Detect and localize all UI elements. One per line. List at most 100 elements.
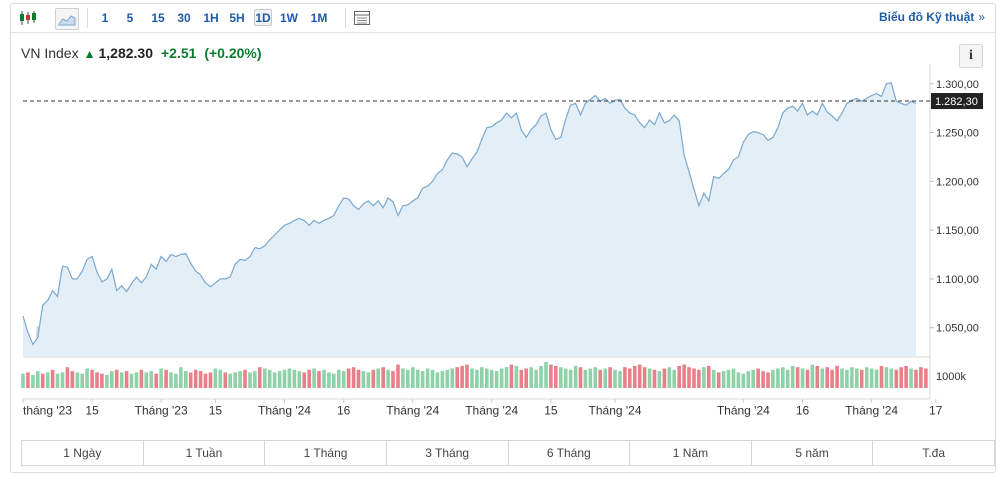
x-tick-label: tháng '23 (23, 404, 72, 418)
volume-bar (534, 369, 538, 388)
technical-chart-link[interactable]: Biểu đồ Kỹ thuật» (879, 10, 985, 24)
volume-bar (588, 368, 593, 388)
volume-bar (894, 369, 899, 388)
volume-bar (514, 365, 519, 388)
volume-bar (519, 369, 524, 388)
range-button[interactable]: 3 Tháng (387, 441, 509, 465)
range-button[interactable]: 1 Năm (630, 441, 752, 465)
volume-bar (193, 369, 198, 388)
x-tick-label: 15 (85, 404, 99, 418)
interval-5h[interactable]: 5H (229, 11, 245, 25)
volume-bar (465, 364, 469, 388)
range-button[interactable]: 1 Tháng (265, 441, 387, 465)
x-tick-label: Tháng '24 (465, 404, 518, 418)
volume-bar (583, 369, 588, 388)
volume-bar (470, 368, 474, 388)
volume-bar (707, 365, 711, 388)
last-price-badge-label: 1.282,30 (935, 96, 978, 108)
volume-bar (55, 373, 60, 388)
volume-bar (238, 371, 242, 388)
volume-bar (642, 367, 647, 388)
range-button[interactable]: T.đa (922, 446, 946, 460)
chart-toolbar: 1 5 15 30 1H 5H 1D 1W 1M Biểu đồ Kỹ thuật» (11, 4, 995, 33)
interval-1w[interactable]: 1W (280, 11, 298, 25)
volume-bar (415, 369, 420, 388)
volume-bar (272, 372, 277, 388)
volume-bar (36, 371, 40, 388)
volume-bar (430, 369, 435, 388)
volume-bar (509, 364, 514, 388)
volume-bar (578, 367, 583, 388)
volume-bar (420, 371, 425, 388)
volume-bar (401, 368, 405, 388)
volume-bar (835, 365, 839, 388)
volume-bar (188, 372, 193, 388)
x-tick-label: Tháng '24 (589, 404, 642, 418)
volume-bar (154, 373, 158, 388)
volume-bar (554, 365, 558, 388)
volume-bar (869, 368, 874, 388)
range-button[interactable]: 6 Tháng (509, 441, 631, 465)
volume-bar (26, 372, 30, 388)
volume-bar (248, 372, 252, 388)
volume-bar (40, 373, 45, 388)
volume-bar (647, 368, 652, 388)
x-tick-label: 16 (796, 404, 810, 418)
volume-bar (820, 368, 825, 388)
volume-bar (307, 369, 311, 388)
y-tick-label: 1.150,00 (936, 225, 979, 237)
volume-bar (332, 373, 336, 388)
volume-bar (376, 368, 380, 388)
volume-bar (914, 369, 918, 388)
last-price-badge (931, 93, 983, 110)
toolbar-divider (87, 8, 88, 28)
volume-bar (371, 369, 376, 388)
price-area-fill (23, 82, 916, 358)
volume-bar (114, 369, 119, 388)
volume-bar (485, 368, 489, 388)
volume-bar (85, 368, 89, 388)
x-tick-label: Tháng '24 (717, 404, 770, 418)
range-button[interactable]: 5 năm (752, 441, 874, 465)
volume-bar (139, 369, 144, 388)
volume-bar (736, 372, 741, 388)
volume-bar (297, 371, 302, 388)
volume-bar (919, 367, 923, 388)
volume-bar (460, 365, 464, 388)
volume-bar (840, 368, 844, 388)
interval-5[interactable]: 5 (126, 11, 134, 25)
volume-bar (697, 369, 701, 388)
interval-1h[interactable]: 1H (203, 11, 219, 25)
interval-15[interactable]: 15 (151, 11, 165, 25)
volume-bar (327, 372, 331, 388)
volume-bar (711, 369, 716, 388)
volume-bar (351, 367, 356, 388)
volume-bar (129, 373, 134, 388)
table-view-icon[interactable] (351, 8, 373, 28)
volume-bar (874, 369, 879, 388)
volume-bar (771, 369, 775, 388)
interval-30[interactable]: 30 (177, 11, 191, 25)
volume-bar (455, 367, 459, 388)
interval-1d[interactable]: 1D (254, 9, 272, 26)
x-tick-label: Tháng '24 (258, 404, 311, 418)
volume-bar (524, 368, 528, 388)
chevron-right-icon: » (978, 10, 985, 24)
area-chart-icon[interactable] (55, 8, 79, 30)
volume-bar (361, 371, 366, 388)
interval-1m[interactable]: 1M (310, 11, 328, 25)
range-button[interactable]: 1 Ngày (22, 441, 144, 465)
volume-bar (144, 372, 149, 388)
info-icon[interactable]: i (959, 44, 983, 68)
volume-bar (504, 367, 509, 388)
volume-bar (475, 369, 479, 388)
volume-bar (440, 371, 445, 388)
interval-1[interactable]: 1 (101, 11, 109, 25)
volume-bar (677, 365, 681, 388)
volume-bar (623, 367, 627, 388)
volume-bar (633, 365, 637, 388)
volume-bar (292, 369, 297, 388)
volume-bar (904, 365, 908, 388)
range-button[interactable]: 1 Tuần (144, 441, 266, 465)
candlestick-icon[interactable] (17, 8, 39, 28)
